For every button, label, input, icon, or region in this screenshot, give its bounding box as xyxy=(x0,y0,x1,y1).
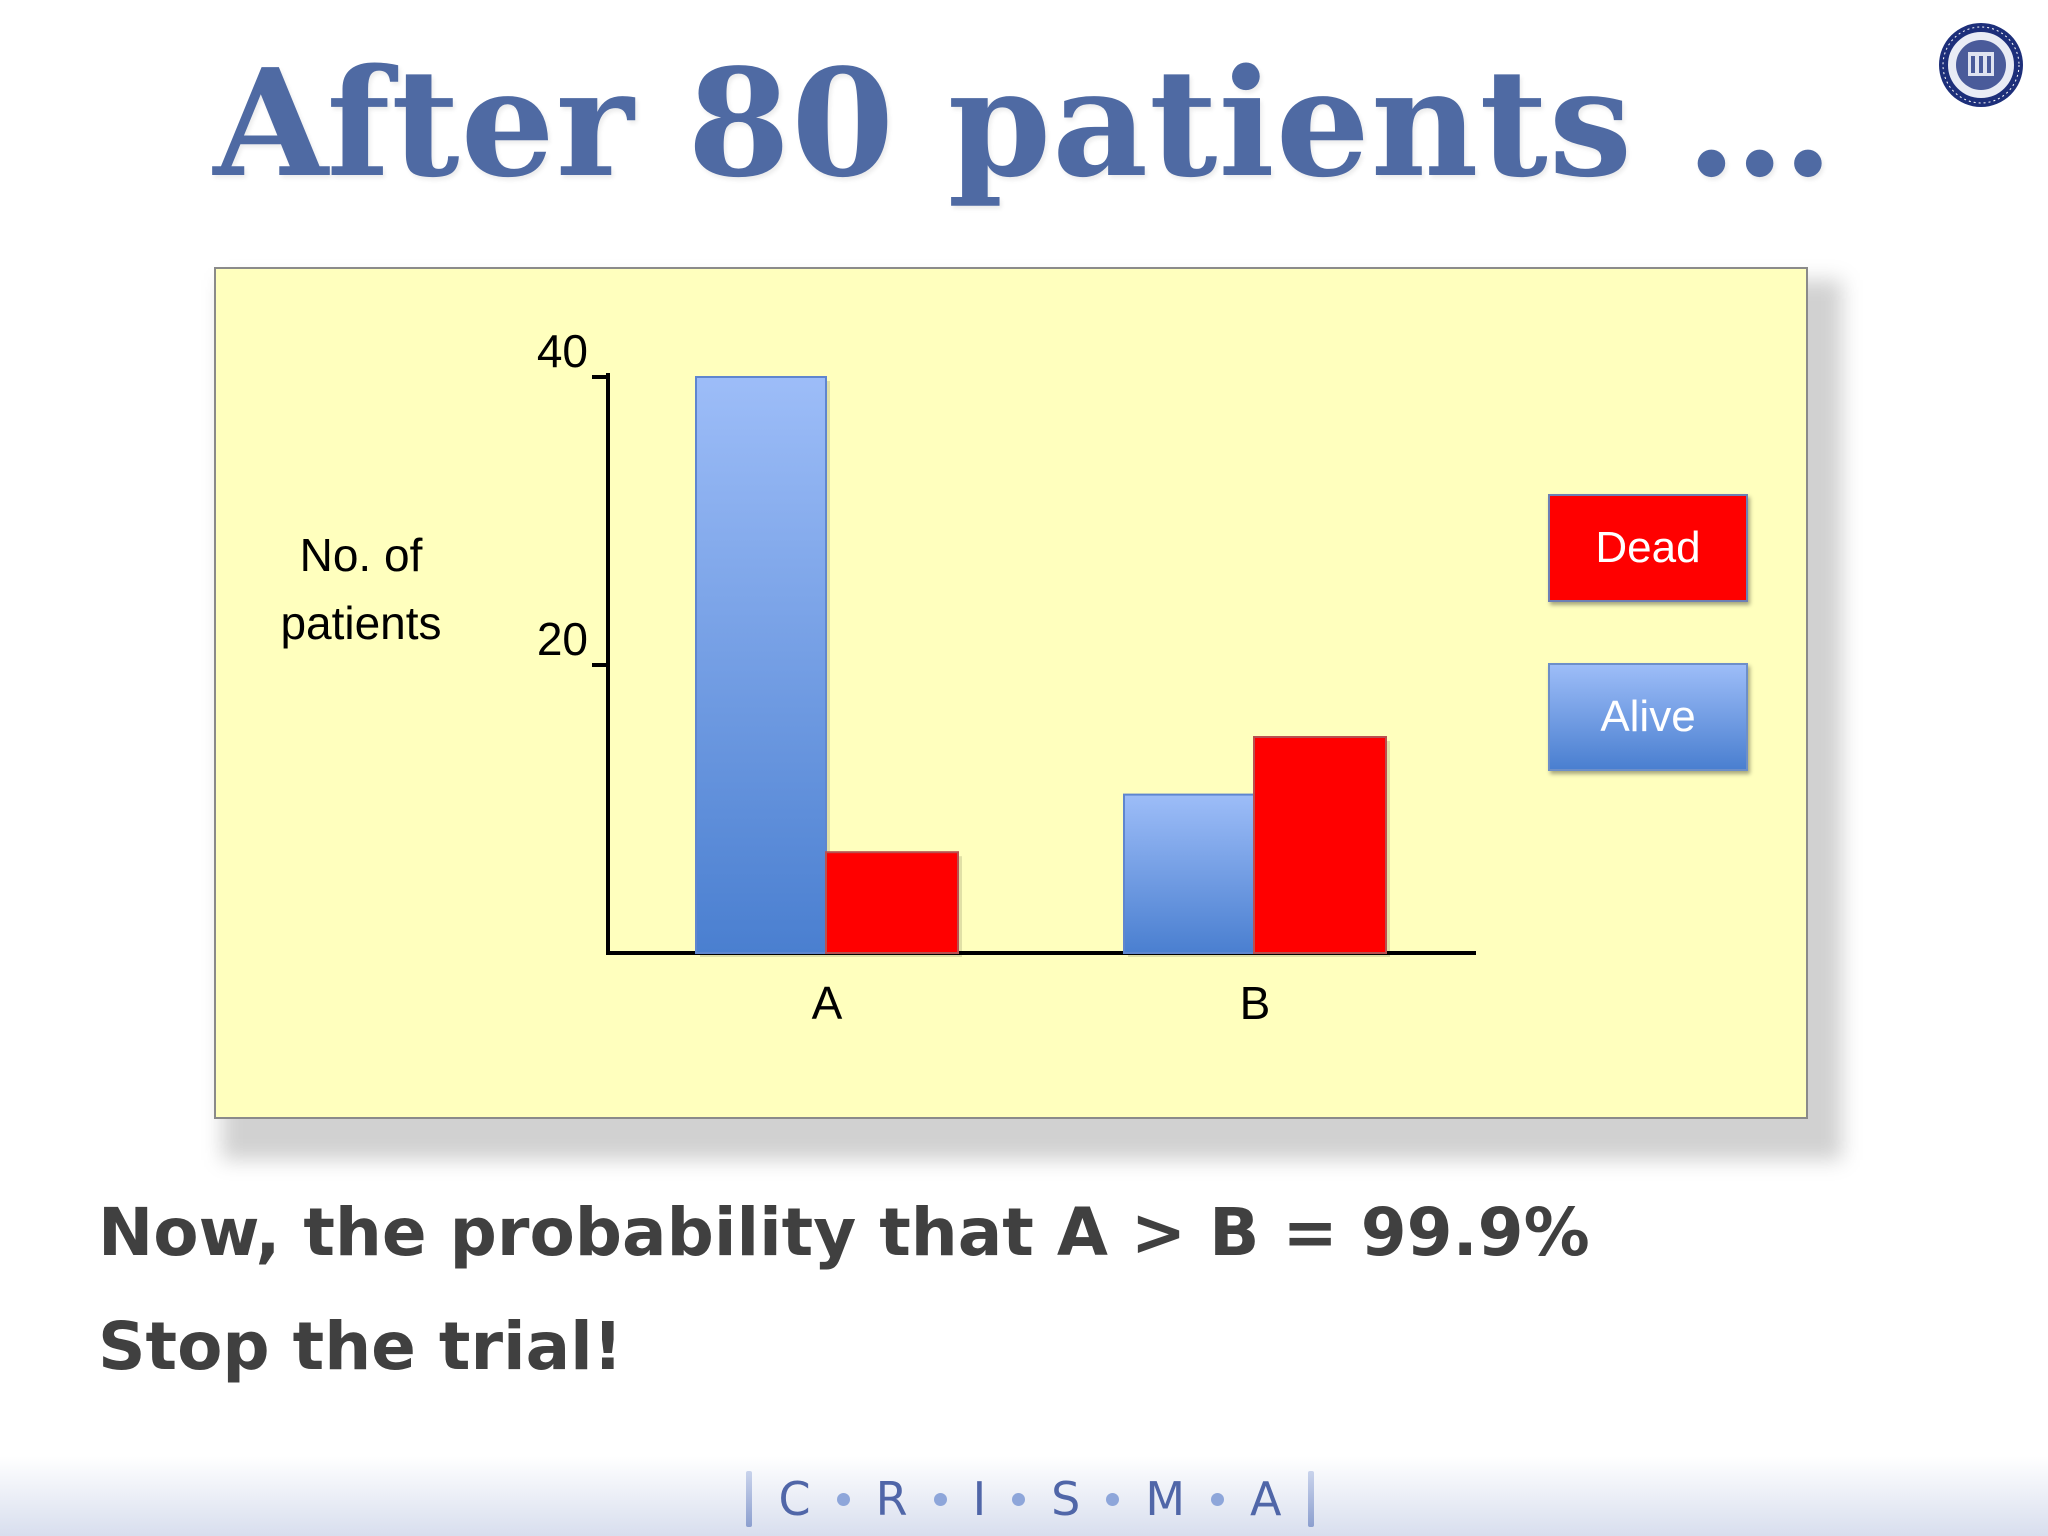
x-category-label: B xyxy=(1240,977,1271,1029)
logo-letter-i: I xyxy=(972,1472,987,1526)
bar-dead-b xyxy=(1253,736,1387,954)
logo-dot xyxy=(1106,1492,1120,1506)
logo-dot xyxy=(933,1492,947,1506)
bar-chart: 20 40 A B xyxy=(537,325,1476,1029)
legend-item-alive: Alive xyxy=(1548,663,1748,771)
stop-trial-statement: Stop the trial! xyxy=(98,1308,623,1385)
probability-statement: Now, the probability that A > B = 99.9% xyxy=(98,1194,1590,1271)
logo-right-bar xyxy=(1307,1471,1314,1527)
slide-title: After 80 patients … xyxy=(213,36,1835,210)
logo-left-bar xyxy=(746,1471,753,1527)
logo-letter-a: A xyxy=(1250,1472,1282,1526)
bar-dead-a xyxy=(825,851,959,955)
bar-alive-b xyxy=(1123,793,1255,954)
logo-dot xyxy=(1012,1492,1026,1506)
chart-panel: 20 40 A B No. of patients Dead Alive xyxy=(214,267,1808,1119)
logo-dot xyxy=(1211,1492,1225,1506)
logo-letter-r: R xyxy=(875,1472,908,1526)
logo-dot xyxy=(836,1492,850,1506)
university-seal-logo xyxy=(1939,23,2023,107)
logo-letter-c: C xyxy=(778,1472,811,1526)
x-category-label: A xyxy=(812,977,843,1029)
bar-alive-a xyxy=(695,376,827,954)
legend-item-dead: Dead xyxy=(1548,494,1748,602)
y-tick-label: 40 xyxy=(537,325,588,377)
logo-letter-s: S xyxy=(1051,1472,1081,1526)
y-axis-label: No. of patients xyxy=(280,529,442,649)
y-tick-label: 20 xyxy=(537,613,588,665)
logo-letter-m: M xyxy=(1145,1472,1186,1526)
crisma-logo: C R I S M A xyxy=(672,1470,1388,1528)
